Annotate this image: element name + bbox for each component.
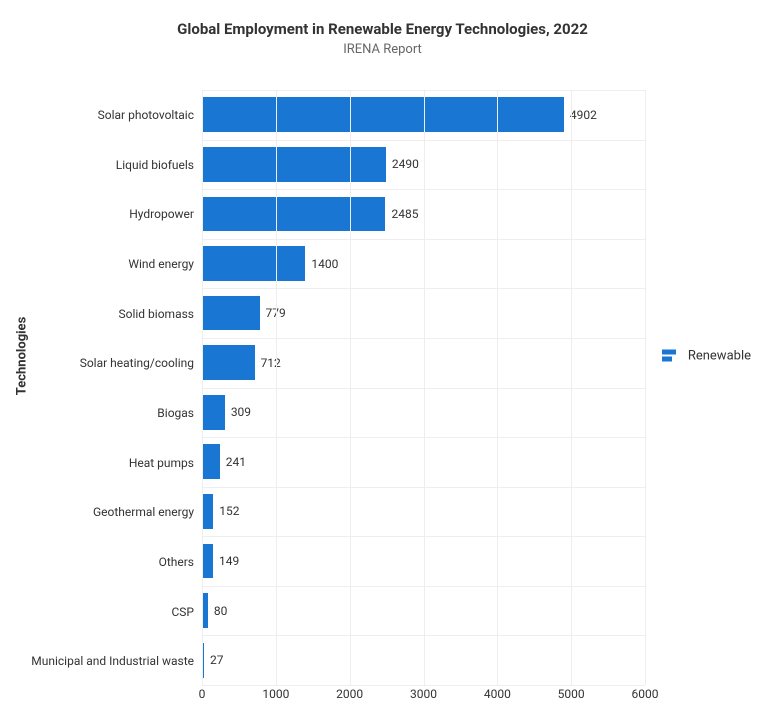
- row-separator: [202, 388, 645, 389]
- y-axis-title: Technologies: [15, 316, 30, 395]
- row-separator: [202, 288, 645, 289]
- bar: [202, 197, 385, 232]
- bar: [202, 296, 260, 331]
- y-category-label: Solar heating/cooling: [62, 338, 202, 388]
- x-tick-label: 6000: [632, 687, 659, 701]
- chart-title: Global Employment in Renewable Energy Te…: [18, 20, 747, 38]
- y-category-label: Geothermal energy: [62, 487, 202, 537]
- x-tick-label: 1000: [262, 687, 289, 701]
- row-separator: [202, 487, 645, 488]
- chart-subtitle: IRENA Report: [18, 42, 747, 57]
- bar-value-label: 149: [213, 554, 239, 568]
- bar-value-label: 2490: [386, 157, 419, 171]
- row-separator: [202, 437, 645, 438]
- x-tick-label: 2000: [336, 687, 363, 701]
- x-tick-label: 4000: [484, 687, 511, 701]
- bar: [202, 395, 225, 430]
- row-separator: [202, 586, 645, 587]
- row-separator: [202, 635, 645, 636]
- bar-value-label: 4902: [564, 108, 597, 122]
- bar-value-label: 779: [260, 306, 286, 320]
- row-separator: [202, 189, 645, 190]
- row-separator: [202, 536, 645, 537]
- bar-value-label: 80: [208, 604, 228, 618]
- legend-label: Renewable: [688, 348, 751, 363]
- row-separator: [202, 239, 645, 240]
- legend-swatch-icon: [662, 350, 680, 362]
- bar: [202, 444, 220, 479]
- x-tick-label: 0: [199, 687, 206, 701]
- bar-value-label: 152: [213, 504, 239, 518]
- x-tick-label: 5000: [558, 687, 585, 701]
- x-tick-label: 3000: [410, 687, 437, 701]
- bar: [202, 494, 213, 529]
- y-category-label: Solar photovoltaic: [62, 90, 202, 140]
- y-category-label: Others: [62, 537, 202, 587]
- y-category-label: Solid biomass: [62, 289, 202, 339]
- y-category-label: Biogas: [62, 388, 202, 438]
- row-separator: [202, 90, 645, 91]
- bar: [202, 147, 386, 182]
- bar-value-label: 1400: [305, 257, 338, 271]
- row-separator: [202, 140, 645, 141]
- chart-body: Solar photovoltaicLiquid biofuelsHydropo…: [62, 90, 645, 686]
- title-block: Global Employment in Renewable Energy Te…: [18, 20, 747, 57]
- y-category-label: Hydropower: [62, 189, 202, 239]
- bar-value-label: 27: [204, 653, 224, 667]
- bar: [202, 246, 305, 281]
- y-category-label: Municipal and Industrial waste: [62, 636, 202, 686]
- bar-value-label: 2485: [385, 207, 418, 221]
- x-axis-ticks: 0100020003000400050006000: [202, 687, 645, 705]
- chart-frame: Global Employment in Renewable Energy Te…: [0, 0, 765, 711]
- plot-area: 4902 2490 2485 1400 779 712 309 241 152 149 80 27: [202, 90, 645, 686]
- bar-value-label: 309: [225, 405, 251, 419]
- y-category-label: Heat pumps: [62, 438, 202, 488]
- bar: [202, 97, 564, 132]
- row-separator: [202, 685, 645, 686]
- gridline: [645, 90, 646, 685]
- legend: Renewable: [662, 348, 751, 363]
- y-category-label: Wind energy: [62, 239, 202, 289]
- bar: [202, 544, 213, 579]
- row-separator: [202, 338, 645, 339]
- y-category-label: CSP: [62, 587, 202, 637]
- bar: [202, 345, 255, 380]
- y-axis-labels: Solar photovoltaicLiquid biofuelsHydropo…: [62, 90, 202, 686]
- bar-value-label: 712: [255, 356, 281, 370]
- y-category-label: Liquid biofuels: [62, 140, 202, 190]
- bar-value-label: 241: [220, 455, 246, 469]
